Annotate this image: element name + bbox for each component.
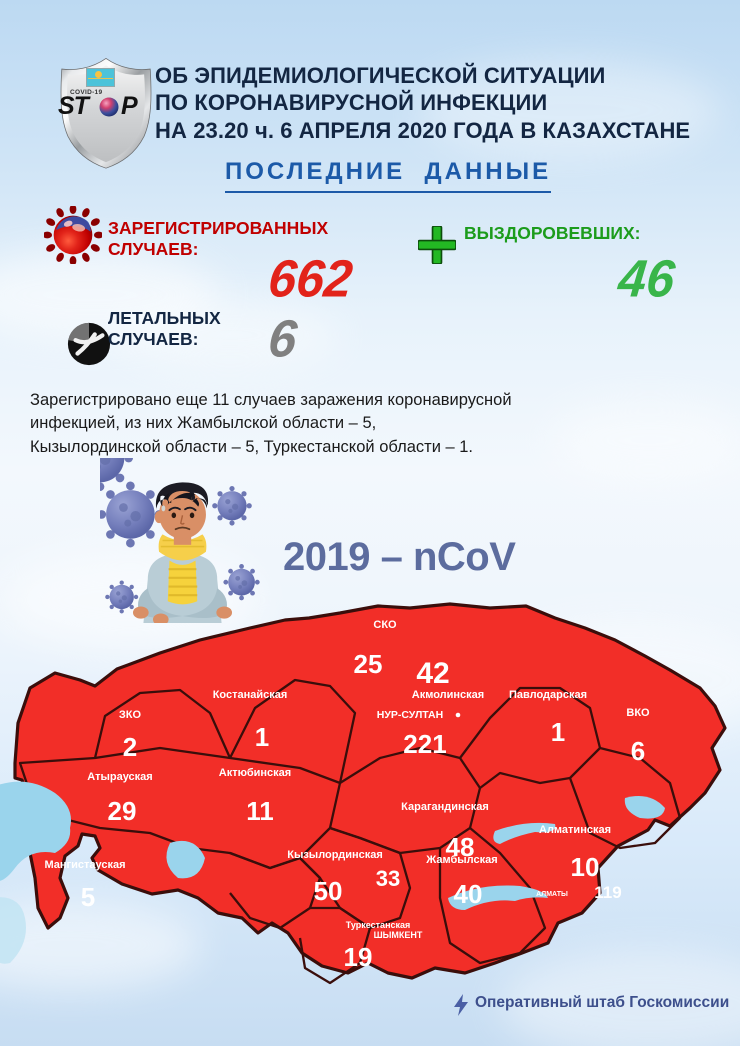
svg-text:Карагандинская: Карагандинская: [401, 801, 489, 813]
svg-text:10: 10: [571, 852, 600, 882]
svg-text:Алматинская: Алматинская: [539, 824, 611, 836]
svg-text:НУР-СУЛТАН: НУР-СУЛТАН: [377, 709, 443, 721]
svg-text:Кызылординская: Кызылординская: [287, 849, 383, 861]
svg-text:33: 33: [376, 866, 400, 891]
svg-text:6: 6: [631, 736, 645, 766]
svg-text:Актюбинская: Актюбинская: [219, 767, 291, 779]
svg-text:ЗКО: ЗКО: [119, 709, 142, 721]
svg-text:221: 221: [403, 729, 446, 759]
svg-text:Акмолинская: Акмолинская: [412, 689, 484, 701]
svg-text:1: 1: [551, 717, 565, 747]
svg-text:50: 50: [314, 876, 343, 906]
svg-text:42: 42: [416, 657, 449, 690]
svg-text:19: 19: [344, 942, 373, 972]
svg-text:ВКО: ВКО: [626, 707, 650, 719]
svg-text:ШЫМКЕНТ: ШЫМКЕНТ: [374, 930, 423, 940]
svg-text:11: 11: [246, 796, 274, 826]
svg-text:Павлодарская: Павлодарская: [509, 689, 587, 701]
svg-text:25: 25: [354, 649, 383, 679]
svg-text:АЛМАТЫ: АЛМАТЫ: [536, 891, 568, 898]
svg-text:1: 1: [255, 722, 269, 752]
svg-text:Атырауская: Атырауская: [87, 771, 152, 783]
svg-text:Мангистауская: Мангистауская: [44, 859, 125, 871]
svg-text:Костанайская: Костанайская: [213, 689, 288, 701]
svg-text:40: 40: [454, 879, 483, 909]
svg-text:СКО: СКО: [373, 619, 397, 631]
svg-text:Жамбылская: Жамбылская: [425, 854, 497, 866]
svg-text:Туркестанская: Туркестанская: [346, 920, 411, 930]
svg-text:29: 29: [108, 796, 137, 826]
svg-text:5: 5: [81, 882, 95, 912]
svg-text:119: 119: [594, 883, 621, 902]
svg-text:2: 2: [123, 732, 137, 762]
